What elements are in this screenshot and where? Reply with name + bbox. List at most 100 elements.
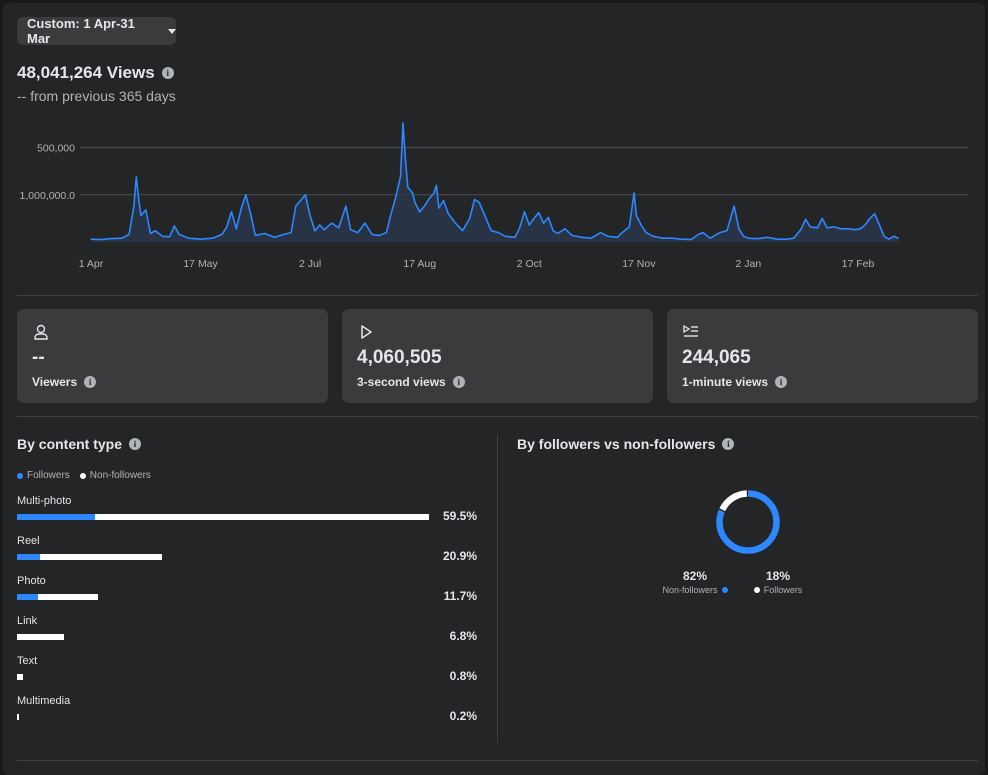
total-views: 48,041,264 Views i [17, 63, 174, 83]
x-tick-label: 17 May [183, 258, 218, 270]
data-point [547, 216, 549, 219]
data-point [226, 226, 228, 228]
metric-label-text: Viewers [32, 375, 78, 389]
date-range-dropdown[interactable]: Custom: 1 Apr-31 Mar [17, 16, 176, 46]
data-point [290, 231, 292, 234]
data-point [681, 238, 683, 240]
x-tick-label: 2 Jul [299, 258, 321, 270]
data-point [99, 239, 102, 241]
followers-split-title-text: By followers vs non-followers [517, 436, 716, 452]
data-point [478, 201, 480, 203]
data-point [897, 237, 900, 239]
data-point [616, 236, 618, 238]
data-point [350, 229, 352, 231]
data-point [497, 231, 499, 234]
data-point [145, 209, 147, 211]
followers-segment [17, 594, 39, 600]
metric-card-viewers: -- Viewers i [17, 309, 328, 403]
data-point [442, 199, 445, 202]
non-followers-segment [17, 714, 19, 720]
data-point [766, 236, 769, 238]
content-type-percent: 11.7% [443, 589, 477, 603]
data-point [893, 235, 895, 237]
data-point [138, 197, 140, 200]
data-point [607, 235, 609, 237]
data-point [690, 239, 692, 241]
data-point [178, 233, 180, 236]
data-point [135, 176, 137, 178]
data-point [419, 211, 421, 213]
data-point [357, 231, 359, 234]
section-divider [17, 416, 978, 417]
metric-value: -- [32, 347, 45, 368]
data-point [90, 238, 92, 240]
section-divider [17, 295, 978, 296]
x-tick-label: 2 Jan [736, 258, 762, 270]
data-point [461, 230, 464, 232]
data-point [542, 222, 545, 224]
data-point [776, 238, 778, 240]
content-type-bar[interactable] [17, 634, 65, 640]
data-point [757, 238, 759, 240]
content-type-percent: 59.5% [442, 509, 477, 523]
content-type-bar[interactable] [17, 554, 162, 560]
data-point [833, 226, 835, 228]
content-type-title-text: By content type [17, 436, 123, 452]
data-point [161, 235, 164, 237]
data-point [581, 236, 583, 238]
data-point [414, 201, 416, 203]
data-point [697, 233, 699, 236]
data-point [883, 235, 885, 237]
data-point [438, 207, 440, 209]
followers-legend-dot [17, 472, 23, 479]
info-icon[interactable]: i [161, 67, 174, 79]
info-icon[interactable]: i [722, 438, 735, 450]
non-followers-label: Non-followers [662, 585, 718, 595]
video-list-icon [683, 324, 698, 337]
info-icon[interactable]: i [84, 376, 97, 388]
data-point [128, 233, 130, 236]
data-point [854, 229, 857, 231]
content-type-bar[interactable] [17, 714, 19, 720]
metric-value: 4,060,505 [357, 347, 442, 368]
data-point [628, 226, 630, 228]
metric-value: 244,065 [682, 347, 751, 368]
data-point [864, 224, 866, 226]
data-point [859, 228, 861, 230]
data-point [747, 237, 749, 239]
info-icon[interactable]: i [452, 376, 465, 388]
data-point [571, 234, 573, 236]
legend-followers: Followers [27, 470, 70, 481]
data-point [230, 211, 233, 213]
data-point [273, 236, 276, 238]
content-type-label: Text [17, 655, 38, 667]
data-point [295, 205, 297, 207]
comparison-text: -- from previous 365 days [17, 88, 176, 104]
metric-label-text: 1-minute views [682, 375, 769, 389]
content-type-legend: Followers Non-followers [17, 470, 151, 481]
data-point [793, 237, 795, 239]
data-point [323, 229, 326, 231]
content-type-bar[interactable] [17, 674, 23, 680]
content-type-bar[interactable] [17, 594, 98, 600]
metric-label: 3-second views i [357, 375, 465, 389]
data-point [645, 231, 647, 234]
data-point [428, 197, 430, 200]
info-icon[interactable]: i [775, 376, 788, 388]
data-point [264, 232, 266, 235]
info-icon[interactable]: i [129, 438, 142, 450]
data-point [564, 228, 566, 230]
data-point [621, 231, 623, 234]
followers-dot [753, 587, 760, 593]
data-point [514, 236, 516, 238]
data-point [423, 205, 426, 207]
content-type-bar[interactable] [17, 514, 429, 520]
column-divider [497, 434, 498, 743]
data-point [719, 231, 721, 234]
content-type-label: Multimedia [17, 695, 71, 707]
data-point [528, 224, 530, 226]
data-point [454, 222, 457, 224]
play-icon [361, 325, 372, 339]
data-point [385, 231, 387, 234]
data-point [433, 192, 435, 194]
